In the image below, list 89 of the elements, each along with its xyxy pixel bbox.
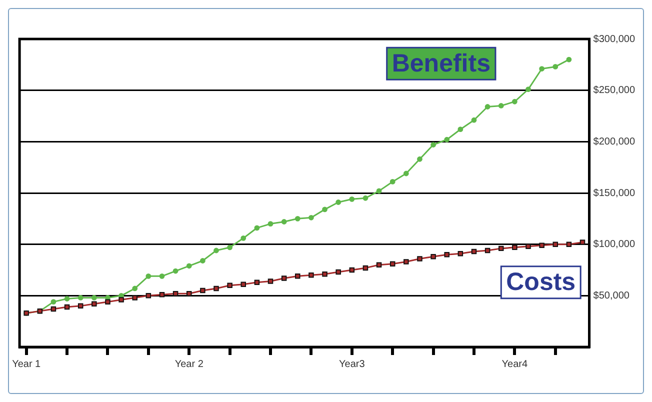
y-tick-label: $200,000 [593, 136, 636, 148]
x-tick-label: Year 1 [12, 358, 42, 370]
point [214, 286, 219, 292]
point [240, 235, 246, 241]
point [132, 295, 138, 300]
point [417, 156, 422, 162]
point [349, 196, 355, 202]
y-tick-label: $50,000 [593, 290, 630, 302]
point [268, 221, 274, 226]
point [308, 272, 314, 278]
point [471, 117, 477, 123]
point [50, 306, 56, 312]
point [498, 103, 504, 108]
point [322, 271, 328, 277]
point [444, 252, 450, 258]
point [512, 244, 518, 250]
point [336, 200, 342, 205]
point [64, 296, 70, 302]
point [336, 269, 341, 275]
point [526, 244, 531, 250]
point [118, 297, 124, 302]
point [146, 273, 152, 279]
point [498, 246, 504, 252]
point [552, 64, 558, 70]
point [50, 299, 56, 305]
point [64, 304, 70, 310]
point [159, 273, 165, 279]
y-tick-label: $250,000 [593, 85, 636, 96]
point [322, 206, 328, 212]
point [580, 240, 586, 245]
point [159, 292, 165, 298]
point [376, 262, 382, 268]
y-tick-label: $300,000 [593, 34, 636, 45]
point [294, 216, 300, 222]
point [390, 179, 396, 184]
point [362, 265, 368, 271]
point [539, 242, 544, 248]
point [552, 242, 558, 247]
point [200, 288, 206, 294]
x-tick-label: Year 2 [174, 358, 204, 370]
point [295, 274, 300, 279]
point [526, 86, 531, 92]
point [390, 261, 396, 266]
point [172, 268, 178, 274]
point [281, 219, 287, 224]
x-tick-label: Year3 [339, 358, 366, 370]
point [268, 278, 274, 284]
point [458, 250, 464, 256]
point [281, 276, 287, 281]
point [362, 195, 368, 201]
point [444, 136, 450, 142]
point [146, 293, 152, 298]
point [78, 295, 84, 300]
point [539, 66, 545, 72]
point [458, 126, 464, 132]
point [417, 256, 422, 262]
point [404, 259, 409, 264]
point [186, 290, 192, 296]
point [200, 258, 206, 264]
series-label: Costs [506, 268, 576, 296]
series-label: Benefits [392, 50, 490, 78]
point [227, 282, 232, 288]
point [132, 286, 138, 292]
point [105, 299, 110, 304]
x-tick-label: Year4 [502, 358, 528, 370]
point [254, 280, 260, 285]
point [92, 301, 97, 306]
point [349, 267, 355, 273]
point [484, 248, 490, 254]
point [214, 248, 219, 254]
point [430, 142, 436, 148]
point [484, 104, 490, 110]
point [78, 303, 84, 309]
point [186, 263, 192, 269]
point [512, 98, 518, 104]
point [240, 282, 246, 287]
point [227, 244, 233, 250]
point [91, 295, 97, 300]
point [403, 170, 409, 176]
point [566, 242, 572, 247]
point [471, 248, 477, 254]
point [566, 56, 572, 62]
y-tick-label: $100,000 [593, 239, 636, 250]
y-tick-label: $150,000 [593, 188, 636, 199]
point [172, 290, 178, 296]
point [430, 254, 436, 260]
point [308, 214, 314, 220]
point [254, 225, 260, 231]
point [376, 188, 382, 194]
